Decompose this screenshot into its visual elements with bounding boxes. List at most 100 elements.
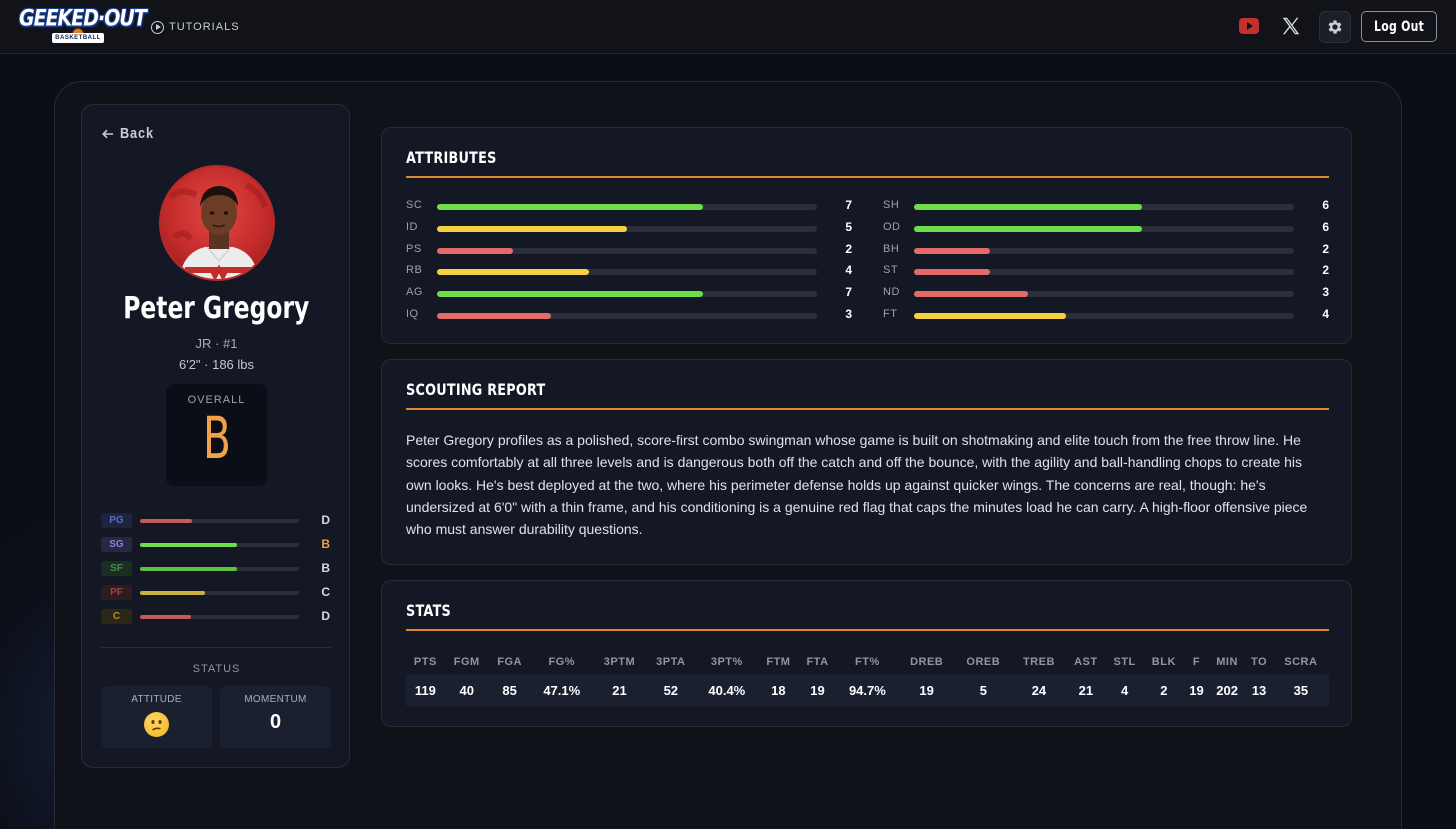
position-grade: C <box>321 585 330 599</box>
stats-header-cell: BLK <box>1151 656 1176 668</box>
attribute-bar-fill <box>914 291 1028 298</box>
attribute-bar-track <box>437 269 817 276</box>
gear-icon <box>1328 20 1342 34</box>
attribute-code: SH <box>883 199 900 211</box>
attribute-bar-fill <box>437 291 703 298</box>
position-row: PG D <box>101 511 333 535</box>
stats-header-cell: PTS <box>413 656 437 668</box>
stats-value-cell: 35 <box>1272 674 1329 706</box>
stats-value-cell: 19 <box>1184 674 1209 706</box>
position-tag: PG <box>101 513 132 528</box>
stats-header-cell: FTA <box>806 656 829 668</box>
attribute-value: 7 <box>845 198 852 212</box>
logout-button[interactable]: Log Out <box>1361 11 1437 42</box>
attribute-bar-fill <box>437 247 513 254</box>
attribute-code: ND <box>883 286 900 299</box>
attribute-code: FT <box>883 307 898 320</box>
attribute-row: AG 7 <box>406 284 852 306</box>
overall-label: OVERALL <box>187 394 246 406</box>
player-name: Peter Gregory <box>123 291 310 326</box>
attribute-code: AG <box>406 286 423 299</box>
attribute-value: 2 <box>845 241 852 256</box>
tutorials-label: TUTORIALS <box>169 21 240 33</box>
attribute-bar-track <box>914 312 1294 319</box>
stats-value-row: 119 40 85 47.1% 21 52 40.4% 18 19 94.7% 19 5 24 21 4 2 1… <box>406 674 1329 706</box>
logout-label: Log Out <box>1373 18 1424 35</box>
attribute-value: 6 <box>1322 198 1329 212</box>
stats-value-cell: 5 <box>954 674 1012 706</box>
attribute-row: OD 6 <box>883 219 1329 241</box>
position-row: SF B <box>101 559 333 583</box>
attribute-value: 2 <box>1322 263 1329 278</box>
divider <box>101 647 331 648</box>
attribute-code: SC <box>406 199 423 211</box>
stats-value-cell: 21 <box>592 674 646 706</box>
attribute-row: ST 2 <box>883 262 1329 284</box>
position-grades: PG D SG B SF B PF C C D <box>101 511 333 631</box>
position-bar-fill <box>140 519 193 523</box>
top-bar: GEEKED·OUT BASKETBALL TUTORIALS Log Out <box>0 0 1456 54</box>
stats-value-cell: 94.7% <box>836 674 899 706</box>
player-portrait-icon <box>168 182 268 279</box>
attributes-right-column: SH 6 OD 6 BH 2 ST 2 ND 3 FT 4 <box>883 197 1329 328</box>
play-circle-icon <box>151 20 164 34</box>
attribute-row: SH 6 <box>883 197 1329 219</box>
attribute-bar-fill <box>437 312 551 319</box>
status-title: STATUS <box>192 663 241 675</box>
stats-header-row: PTS FGM FGA FG% 3PTM 3PTA 3PT% FTM FTA FT% DREB ORE… <box>406 650 1329 674</box>
attribute-code: RB <box>406 264 423 277</box>
site-logo[interactable]: GEEKED·OUT BASKETBALL <box>19 6 147 46</box>
stats-header-cell: TO <box>1251 656 1268 668</box>
position-bar-fill <box>140 591 206 595</box>
attribute-bar-track <box>914 225 1294 232</box>
attribute-row: ID 5 <box>406 219 852 241</box>
attribute-row: ND 3 <box>883 284 1329 306</box>
stats-header-cell: DREB <box>910 656 944 668</box>
attribute-bar-track <box>437 247 817 254</box>
stats-value-cell: 47.1% <box>530 674 593 706</box>
position-grade: D <box>321 609 330 623</box>
x-twitter-icon[interactable] <box>1280 15 1302 37</box>
logo-subtitle: BASKETBALL <box>52 33 104 43</box>
position-bar-track <box>140 591 299 595</box>
attribute-bar-track <box>437 225 817 232</box>
stats-value-cell: 19 <box>898 674 955 706</box>
attribute-bar-track <box>437 312 817 319</box>
momentum-label: MOMENTUM <box>244 694 307 705</box>
stats-header-cell: 3PT% <box>710 656 743 668</box>
title-underline <box>406 408 1329 410</box>
position-tag: SF <box>101 561 132 576</box>
overall-grade-box: OVERALL B <box>166 384 267 486</box>
position-tag: C <box>101 609 132 624</box>
position-tag: PF <box>101 585 132 600</box>
attribute-bar-fill <box>914 312 1066 319</box>
title-underline <box>406 629 1329 631</box>
attribute-code: ID <box>406 220 418 233</box>
stats-header-cell: FG% <box>548 656 576 668</box>
attributes-panel: ATTRIBUTES SC 7 ID 5 PS 2 RB 4 AG 7 IQ 3 SH 6 OD 6 BH 2 S… <box>381 127 1352 344</box>
player-class-number: JR · #1 <box>195 336 238 351</box>
settings-button[interactable] <box>1319 11 1351 43</box>
stats-title: STATS <box>406 601 452 620</box>
attribute-row: PS 2 <box>406 241 852 263</box>
stats-value-cell: 119 <box>406 674 445 706</box>
momentum-value: 0 <box>269 711 282 733</box>
attribute-bar-track <box>437 291 817 298</box>
youtube-icon[interactable] <box>1239 18 1259 34</box>
momentum-box: MOMENTUM 0 <box>220 686 331 748</box>
position-bar-fill <box>140 567 237 571</box>
attribute-value: 6 <box>1322 219 1329 234</box>
tutorials-link[interactable]: TUTORIALS <box>151 18 240 36</box>
position-tag: SG <box>101 537 132 552</box>
stats-value-cell: 18 <box>758 674 799 706</box>
stats-value-cell: 24 <box>1011 674 1066 706</box>
stats-value-cell: 202 <box>1208 674 1246 706</box>
attribute-code: IQ <box>406 307 419 320</box>
attribute-value: 7 <box>845 285 852 300</box>
back-button[interactable]: Back <box>102 125 160 142</box>
attitude-box: ATTITUDE <box>101 686 212 748</box>
stats-header-cell: 3PTA <box>656 656 686 668</box>
position-bar-fill <box>140 543 237 547</box>
stats-header-cell: AST <box>1074 656 1098 668</box>
attribute-code: PS <box>406 242 422 255</box>
